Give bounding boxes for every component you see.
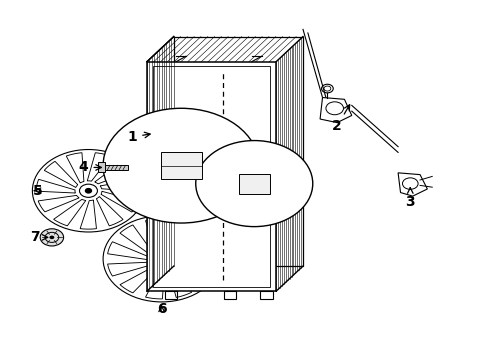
Bar [238,174,269,194]
Bar [224,291,236,299]
Text: 3: 3 [405,188,414,208]
Bar [165,291,177,299]
Polygon shape [173,37,303,266]
Text: 7: 7 [30,230,48,244]
Circle shape [176,162,185,169]
Text: 6: 6 [157,302,166,316]
Circle shape [40,229,63,246]
Circle shape [103,108,259,223]
Circle shape [49,235,54,239]
Text: 4: 4 [79,161,101,175]
Bar [260,291,272,299]
Text: 1: 1 [127,130,150,144]
Circle shape [195,140,312,226]
Bar [104,165,128,170]
Bar [160,152,201,179]
Circle shape [158,257,164,261]
Text: 5: 5 [32,184,42,198]
Bar [98,162,104,172]
Circle shape [85,188,91,193]
Polygon shape [147,62,276,291]
Circle shape [250,181,257,186]
Polygon shape [320,98,351,123]
Polygon shape [397,173,427,196]
Text: 2: 2 [331,105,349,133]
